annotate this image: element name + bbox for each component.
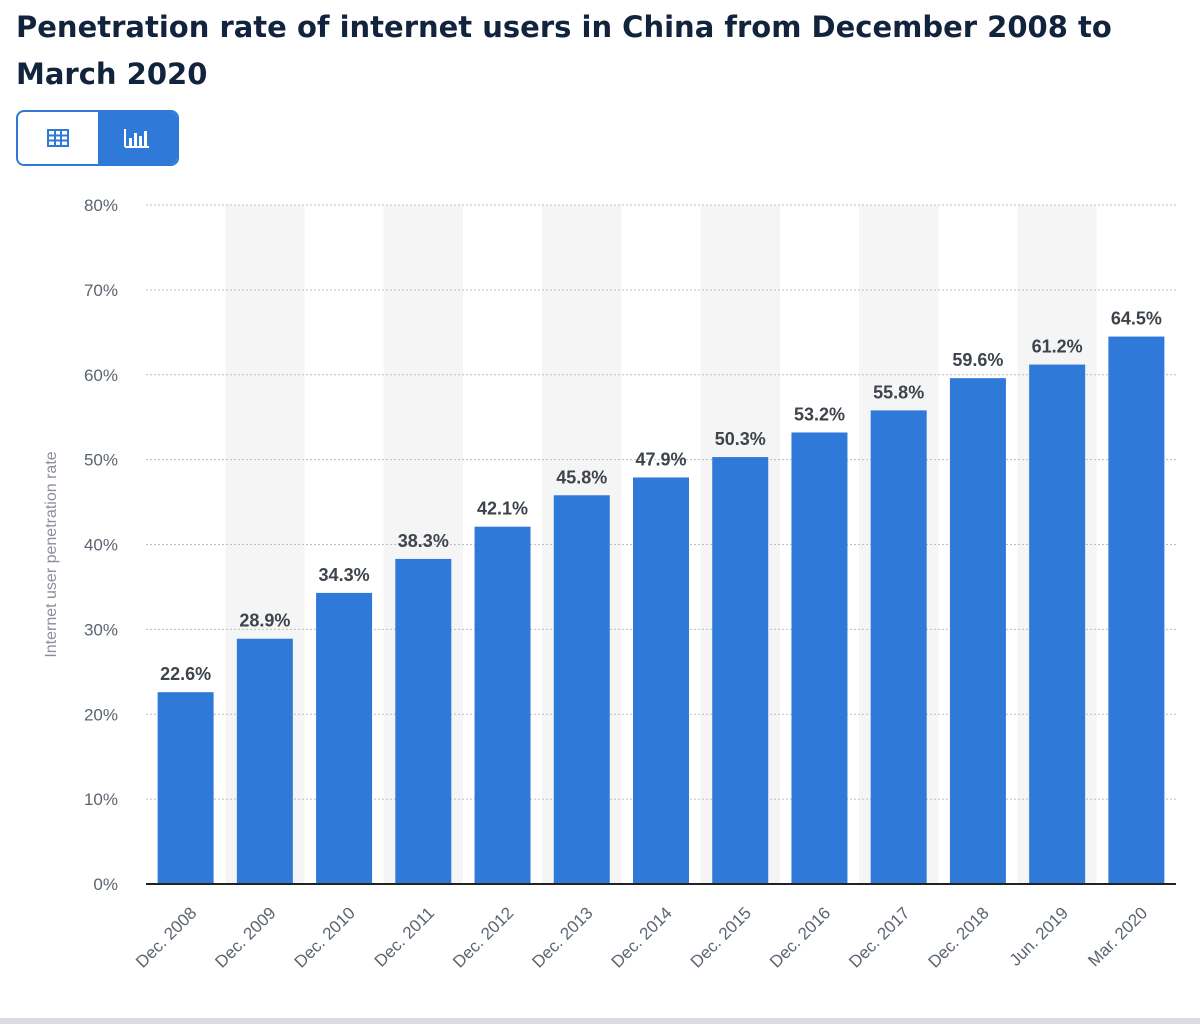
data-label: 55.8%: [873, 382, 924, 402]
x-tick-label: Dec. 2018: [925, 903, 993, 971]
bar: [316, 592, 373, 884]
bar-chart-icon: [124, 129, 150, 148]
x-tick-label: Dec. 2010: [291, 903, 359, 971]
bar: [236, 638, 293, 884]
bar-chart: 0% 10% 20% 30% 40% 50% 60% 70% 80% Internet user …: [43, 196, 1176, 972]
x-tick-label: Dec. 2011: [371, 903, 438, 970]
bar: [1108, 336, 1165, 884]
y-tick-label: 30%: [84, 620, 118, 639]
x-tick-label: Dec. 2012: [449, 903, 517, 971]
data-label: 47.9%: [635, 449, 686, 469]
bar: [712, 457, 769, 884]
y-tick-label: 10%: [84, 790, 118, 809]
y-tick-label: 40%: [84, 536, 118, 555]
y-tick-label: 20%: [84, 705, 118, 724]
y-tick-label: 60%: [84, 366, 118, 385]
data-label: 45.8%: [556, 467, 607, 487]
y-tick-label: 0%: [93, 875, 118, 894]
data-label: 50.3%: [715, 429, 766, 449]
data-label: 22.6%: [160, 664, 211, 684]
chart-view-button[interactable]: [97, 112, 177, 164]
y-tick-label: 70%: [84, 281, 118, 300]
data-label: 38.3%: [398, 531, 449, 551]
bar: [1029, 364, 1086, 884]
data-label: 64.5%: [1111, 309, 1162, 329]
data-label: 42.1%: [477, 499, 528, 519]
view-toggle: [16, 110, 179, 166]
data-label: 34.3%: [319, 565, 370, 585]
chart-title: Penetration rate of internet users in Ch…: [16, 10, 1112, 91]
bottom-divider: [0, 1018, 1200, 1024]
table-icon: [46, 129, 69, 147]
data-label: 61.2%: [1032, 337, 1083, 357]
x-tick-label: Dec. 2008: [132, 903, 200, 971]
table-view-button[interactable]: [18, 112, 98, 164]
bar: [395, 558, 452, 884]
y-axis-title: Internet user penetration rate: [43, 451, 60, 657]
bar: [949, 378, 1006, 884]
data-label: 59.6%: [952, 350, 1003, 370]
data-label: 28.9%: [239, 611, 290, 631]
y-tick-label: 50%: [84, 451, 118, 470]
bar: [553, 495, 610, 884]
bar: [633, 477, 689, 884]
bar: [474, 526, 531, 884]
x-tick-label: Dec. 2009: [211, 903, 279, 971]
x-tick-label: Jun. 2019: [1006, 903, 1072, 969]
bar: [791, 432, 848, 884]
data-label: 53.2%: [794, 404, 845, 424]
x-tick-label: Dec. 2017: [845, 903, 913, 971]
bar: [870, 410, 927, 884]
x-tick-label: Dec. 2014: [608, 903, 676, 971]
x-tick-label: Dec. 2015: [687, 903, 755, 971]
x-tick-label: Dec. 2016: [766, 903, 834, 971]
y-tick-label: 80%: [84, 196, 118, 215]
x-tick-label: Dec. 2013: [528, 903, 596, 971]
x-tick-label: Mar. 2020: [1084, 903, 1151, 970]
chart-area: 0% 10% 20% 30% 40% 50% 60% 70% 80% Internet user …: [0, 180, 1200, 1024]
bar: [157, 692, 214, 884]
